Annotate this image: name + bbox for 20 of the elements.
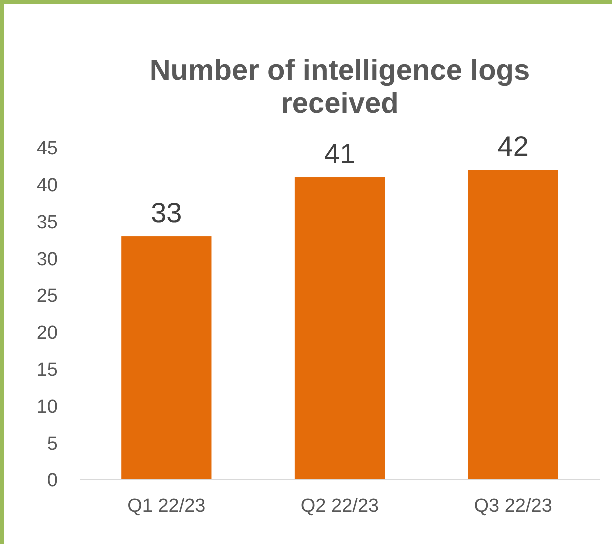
data-label: 42 [498,131,529,162]
bar [122,236,212,480]
y-tick-label: 30 [36,249,58,270]
y-tick-label: 40 [36,176,58,197]
x-tick-label: Q2 22/23 [300,496,380,517]
y-tick-label: 0 [47,470,58,492]
bar [294,178,386,480]
y-tick-label: 5 [47,434,58,455]
bar [468,170,558,480]
y-tick-label: 15 [36,360,58,381]
y-tick-label: 20 [36,323,58,344]
y-tick-label: 25 [36,286,58,308]
y-tick-label: 45 [36,138,58,160]
y-tick-label: 35 [36,212,58,234]
data-label: 41 [324,138,356,170]
chart-title: Number of intelligence logs received [150,55,530,120]
x-tick-label: Q3 22/23 [474,496,552,517]
data-label: 33 [151,198,182,229]
y-tick-label: 10 [36,396,58,418]
x-tick-label: Q1 22/23 [128,496,206,517]
